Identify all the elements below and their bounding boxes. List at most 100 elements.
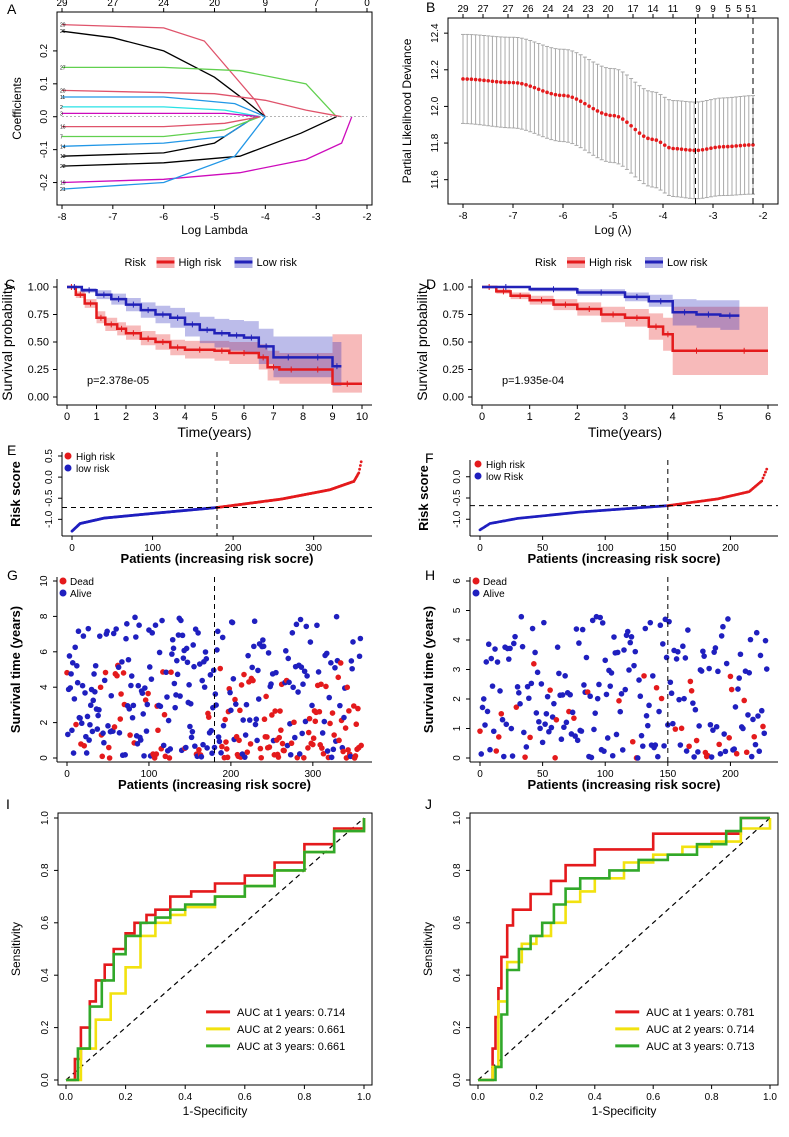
patient-point (216, 738, 223, 745)
patient-point (691, 754, 697, 760)
x-tick-label: -7 (108, 212, 117, 223)
patient-point (529, 625, 536, 632)
patient-point (299, 730, 305, 737)
top-tick-label: 20 (602, 4, 614, 15)
patient-point (692, 706, 699, 713)
patient-point (572, 733, 578, 739)
coef-label: 11 (60, 95, 65, 101)
patient-point (532, 649, 538, 656)
patient-point (113, 626, 119, 632)
x-tick-label: 9 (329, 411, 335, 423)
patient-point (252, 721, 259, 728)
x-tick-label: -8 (459, 211, 468, 222)
coef-label: 7 (60, 134, 63, 140)
patient-point (327, 720, 333, 727)
top-tick-label: 26 (522, 4, 534, 15)
legend-label: Low risk (257, 257, 298, 269)
patient-point (122, 751, 128, 758)
patient-point (701, 653, 707, 659)
patient-point (621, 647, 627, 653)
panel-letter: I (6, 796, 10, 812)
patient-point (599, 620, 606, 626)
patient-point (350, 639, 356, 645)
patient-point (219, 743, 225, 750)
patient-point (196, 661, 203, 667)
deviance-point (490, 79, 495, 84)
patient-point (553, 717, 560, 723)
patient-point (487, 746, 493, 753)
patient-point (479, 704, 486, 711)
deviance-point (667, 145, 671, 150)
patient-point (96, 707, 102, 713)
patient-point (91, 671, 97, 677)
top-tick-label: 23 (582, 4, 594, 15)
patient-point (548, 724, 555, 731)
patient-point (756, 748, 763, 755)
patient-point (136, 622, 142, 628)
patient-point (690, 700, 696, 706)
patient-point (723, 660, 730, 667)
top-tick-label: 11 (668, 4, 679, 15)
patient-point (195, 630, 201, 636)
patient-point (683, 748, 690, 754)
patient-point (708, 754, 715, 760)
y-tick-label: 4 (452, 637, 463, 643)
patient-point (617, 708, 624, 715)
patient-point (174, 671, 181, 678)
patient-point (677, 742, 684, 748)
patient-point (687, 678, 694, 685)
patient-point (90, 697, 97, 704)
patient-point (324, 748, 331, 754)
patient-point (146, 664, 153, 670)
patient-point (693, 737, 700, 744)
patient-point (152, 622, 159, 628)
top-tick-label: 27 (107, 0, 119, 9)
patient-point (478, 751, 485, 757)
patient-point (169, 636, 176, 643)
patient-point (596, 681, 602, 688)
top-tick-label: 20 (209, 0, 221, 9)
legend-label: AUC at 1 years: 0.714 (237, 1007, 345, 1019)
deviance-point (717, 145, 722, 149)
x-tick-label: 5 (211, 411, 217, 423)
patient-point (203, 656, 210, 662)
y-axis-label: Survival probability (414, 283, 430, 401)
patient-point (303, 623, 310, 630)
panel-d: D 0 1 2 3 4 5 6 0.00 0.25 0.50 0.75 1.00 Time(years) S… (414, 257, 778, 440)
deviance-point (511, 80, 516, 85)
patient-point (589, 617, 596, 624)
y-tick-label: 0.0 (39, 109, 50, 123)
deviance-point (549, 91, 554, 96)
legend-label: Alive (483, 589, 505, 600)
deviance-point (671, 146, 675, 151)
patient-point (319, 745, 325, 751)
coef-label: 20 (60, 88, 66, 94)
y-tick-label: 0.1 (39, 76, 50, 90)
patient-point (352, 753, 359, 759)
patient-point (579, 626, 586, 633)
patient-point (614, 649, 621, 656)
patient-point (255, 696, 262, 702)
x-tick-label: 100 (597, 543, 614, 554)
deviance-point (465, 77, 470, 81)
x-tick-label: 7 (270, 411, 276, 423)
patient-point (278, 727, 284, 733)
patient-point (209, 750, 215, 756)
panel-letter: H (425, 567, 435, 583)
patient-point (200, 741, 206, 748)
patient-point (168, 669, 174, 676)
risk-point (357, 471, 361, 475)
patient-point (142, 685, 148, 691)
legend-label: low risk (76, 464, 110, 475)
patient-point (747, 636, 754, 643)
coef-label: 26 (60, 29, 66, 35)
patient-point (201, 684, 208, 690)
top-tick-label: 29 (457, 4, 469, 15)
panel-f: F 0 50 100 150 200 -1.0 -0.5 0.0 Patients (increa… (416, 450, 778, 566)
patient-point (643, 712, 650, 719)
x-tick-label: 150 (659, 769, 676, 780)
patient-point (656, 708, 662, 715)
patient-point (281, 747, 287, 754)
deviance-point (612, 113, 617, 118)
patient-point (217, 665, 224, 672)
